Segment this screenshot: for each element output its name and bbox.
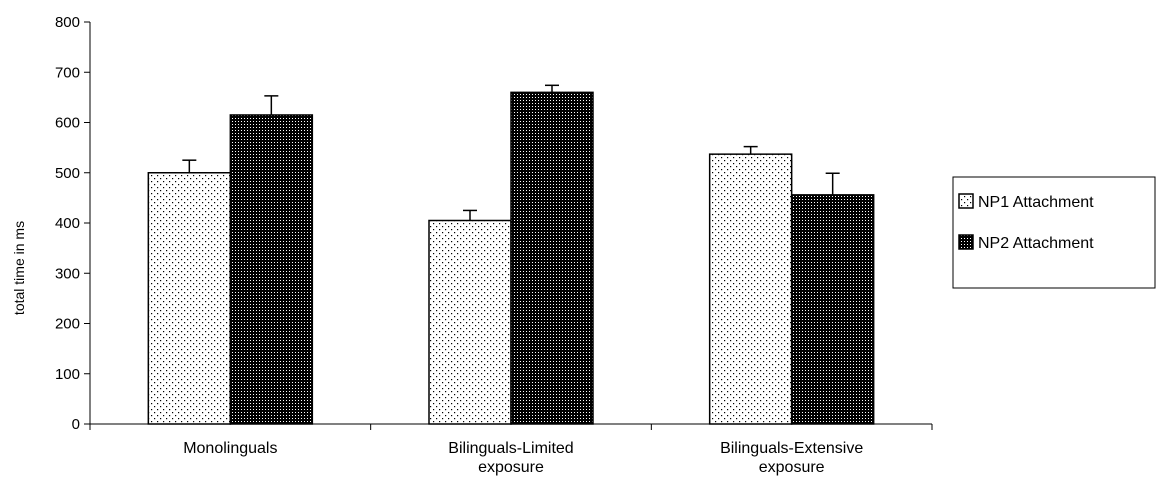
bar [428,219,512,425]
y-tick-label: 200 [55,316,80,333]
y-tick-label: 600 [55,115,80,132]
bar [229,114,314,425]
x-category-label: exposure [478,459,544,476]
legend-swatch [958,193,974,209]
y-tick-label: 800 [55,14,80,31]
legend-label: NP2 Attachment [978,235,1094,252]
legend-label: NP1 Attachment [978,194,1094,211]
y-tick-label: 0 [72,416,80,433]
y-tick-label: 300 [55,265,80,282]
plot-area: 0 100 200 300 400 500 600 700 800 Monolinguals Bil… [55,14,933,476]
bar [708,153,793,425]
y-tick-label: 500 [55,165,80,182]
x-category-label: Bilinguals-Limited [448,440,573,457]
y-tick-label: 400 [55,215,80,232]
legend-swatch [958,234,974,250]
y-axis-title: total time in ms [11,221,27,315]
bar [147,172,232,425]
x-category-label: Bilinguals-Extensive [720,440,863,457]
x-category-label: Monolinguals [183,440,277,457]
y-tick-label: 100 [55,366,80,383]
bar [790,194,875,425]
bar [510,91,594,425]
legend-box [952,176,1156,289]
legend: NP1 Attachment NP2 Attachment [952,176,1156,289]
x-category-label: exposure [759,459,825,476]
y-tick-label: 700 [55,64,80,81]
